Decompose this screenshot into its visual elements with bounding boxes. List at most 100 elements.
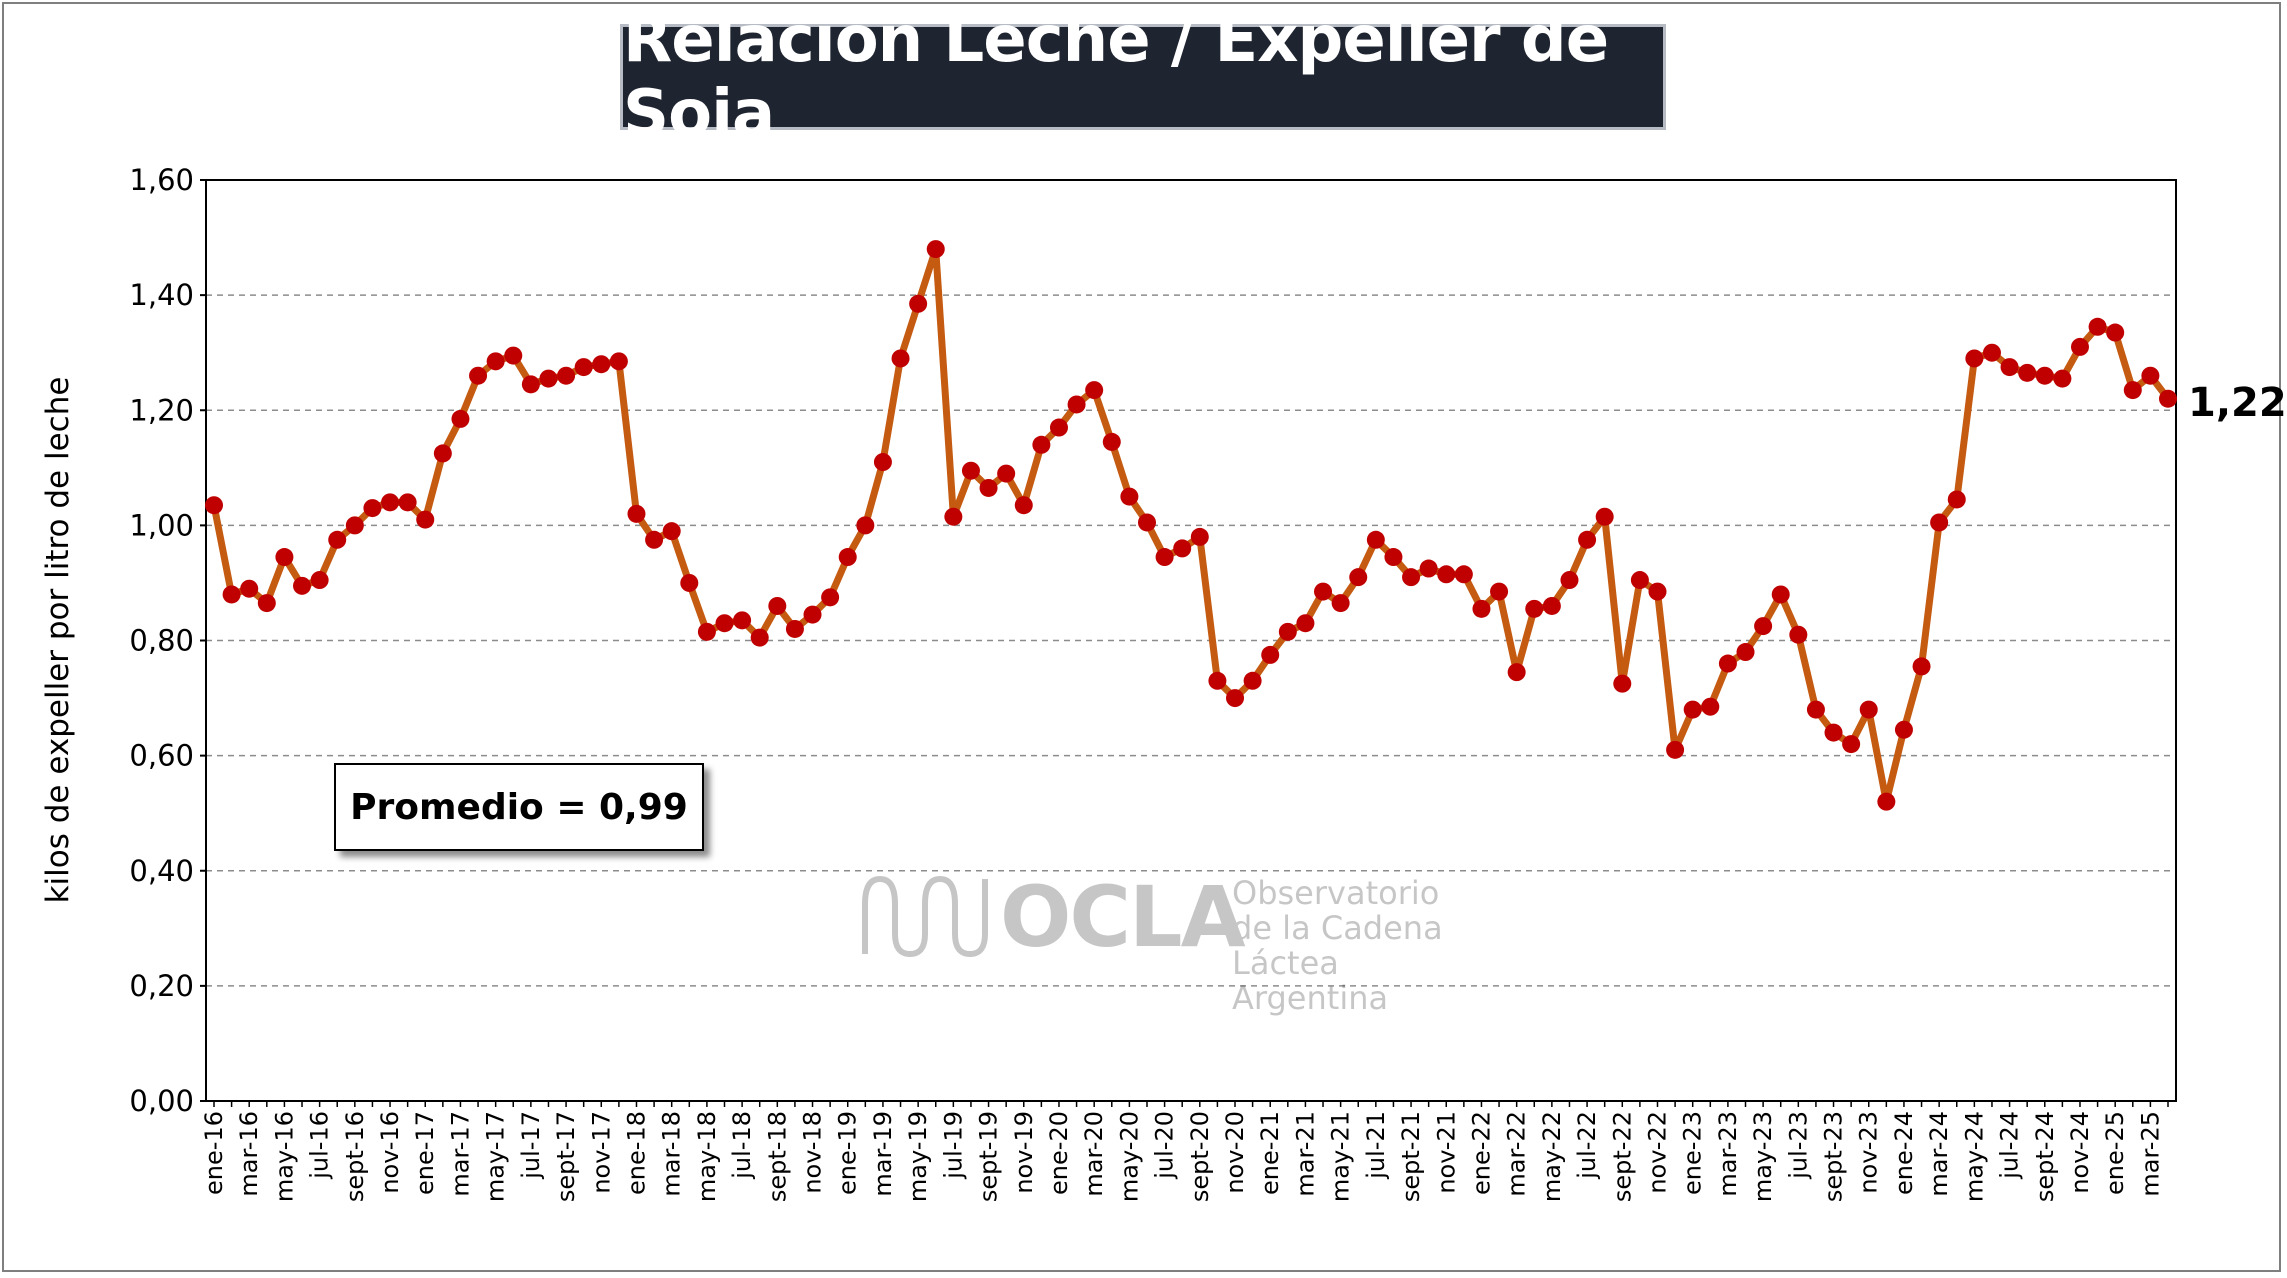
data-point: [1402, 568, 1421, 587]
data-point: [205, 496, 223, 515]
series-milk-soy-ratio: [205, 240, 2177, 811]
x-tick-label: ene-22: [1467, 1111, 1495, 1195]
x-tick-label: jul-23: [1784, 1111, 1812, 1180]
data-point: [1930, 513, 1949, 532]
data-point: [1437, 565, 1456, 584]
x-tick-label: ene-23: [1679, 1111, 1707, 1195]
data-point: [1085, 381, 1104, 400]
ocla-logo-text: OCLA: [1000, 868, 1246, 966]
x-tick-label: nov-18: [799, 1111, 827, 1194]
average-annotation-box: Promedio = 0,99: [334, 763, 704, 851]
data-point: [1912, 657, 1931, 676]
data-point: [997, 464, 1016, 483]
y-tick-label: 1,20: [129, 393, 194, 427]
data-point: [451, 409, 470, 428]
x-tick-label: may-21: [1327, 1111, 1355, 1202]
x-tick-label: mar-18: [658, 1111, 686, 1197]
data-point: [2018, 363, 2037, 382]
x-tick-label: may-22: [1538, 1111, 1566, 1202]
x-tick-label: ene-17: [411, 1111, 439, 1195]
data-point: [750, 628, 769, 647]
x-tick-label: sept-22: [1608, 1111, 1636, 1202]
x-tick-label: mar-25: [2136, 1111, 2164, 1197]
data-point: [592, 355, 611, 374]
data-point: [1278, 622, 1297, 641]
x-tick-label: jul-24: [1996, 1111, 2024, 1180]
data-point: [1454, 565, 1473, 584]
data-point: [1190, 527, 1209, 546]
x-tick-label: ene-19: [834, 1111, 862, 1195]
data-point: [715, 614, 734, 633]
data-point: [768, 596, 787, 615]
x-tick-label: ene-16: [200, 1111, 228, 1195]
data-point: [1613, 674, 1632, 693]
data-point: [1666, 740, 1685, 759]
x-tick-label: may-24: [1960, 1111, 1988, 1202]
data-point: [909, 294, 928, 313]
x-tick-label: ene-20: [1045, 1111, 1073, 1195]
ocla-logo-subtitle: Observatorio de la Cadena Láctea Argenti…: [1232, 876, 1540, 1016]
x-tick-label: nov-17: [587, 1111, 615, 1194]
data-point: [328, 530, 347, 549]
data-point: [433, 444, 452, 463]
x-tick-label: may-18: [693, 1111, 721, 1202]
data-point: [1208, 671, 1227, 690]
data-point: [222, 585, 241, 604]
x-tick-label: sept-23: [1820, 1111, 1848, 1202]
x-tick-label: nov-24: [2066, 1111, 2094, 1194]
x-tick-label: jul-16: [306, 1111, 334, 1180]
data-point: [979, 478, 998, 497]
x-tick-label: sept-18: [763, 1111, 791, 1202]
data-point: [1155, 548, 1174, 567]
data-point: [240, 579, 259, 598]
data-point: [345, 516, 364, 535]
data-point: [398, 493, 417, 512]
x-tick-label: sept-19: [975, 1111, 1003, 1202]
ocla-logo-icon: [862, 875, 988, 958]
data-point: [680, 573, 699, 592]
x-tick-label: mar-24: [1925, 1111, 1953, 1197]
data-point: [1331, 594, 1350, 613]
x-tick-label: sept-20: [1186, 1111, 1214, 1202]
data-point: [1102, 432, 1121, 451]
data-point: [557, 366, 576, 385]
data-point: [2106, 323, 2125, 342]
data-point: [891, 349, 910, 368]
x-tick-label: jul-20: [1151, 1111, 1179, 1180]
x-tick-label: ene-21: [1256, 1111, 1284, 1195]
data-point: [1173, 539, 1192, 558]
x-tick-label: jul-21: [1362, 1111, 1390, 1180]
data-point: [310, 571, 329, 590]
data-point: [2053, 369, 2072, 388]
y-tick-label: 0,00: [129, 1084, 194, 1118]
x-tick-label: jul-18: [728, 1111, 756, 1180]
data-point: [961, 461, 980, 480]
y-tick-label: 1,40: [129, 278, 194, 312]
data-point: [2000, 358, 2019, 377]
x-tick-label: nov-22: [1643, 1111, 1671, 1194]
y-tick-label: 0,20: [129, 969, 194, 1003]
data-point: [1630, 571, 1649, 590]
data-point: [1120, 487, 1139, 506]
y-tick-label: 1,00: [129, 508, 194, 542]
series-line: [210, 245, 2171, 806]
data-point: [1877, 792, 1896, 811]
y-tick-label: 0,60: [129, 739, 194, 773]
chart-title: Relación Leche / Expeller de Soja: [623, 3, 1609, 151]
x-tick-label: may-23: [1749, 1111, 1777, 1202]
data-point: [1683, 700, 1702, 719]
x-tick-label: may-16: [270, 1111, 298, 1202]
x-tick-label: sept-16: [341, 1111, 369, 1202]
data-point: [381, 493, 400, 512]
data-point: [1947, 490, 1966, 509]
ocla-line3: Argentina: [1232, 979, 1389, 1017]
data-point: [697, 622, 716, 641]
data-point: [662, 522, 681, 541]
average-annotation: Promedio = 0,99: [350, 786, 688, 828]
data-point: [1542, 596, 1561, 615]
y-axis-ticks: 0,00 0,20 0,40 0,60 0,80 1,00 1,20 1,40 1,60: [129, 163, 206, 1118]
data-point: [785, 619, 804, 638]
x-tick-label: ene-25: [2101, 1111, 2129, 1195]
data-point: [1806, 700, 1825, 719]
